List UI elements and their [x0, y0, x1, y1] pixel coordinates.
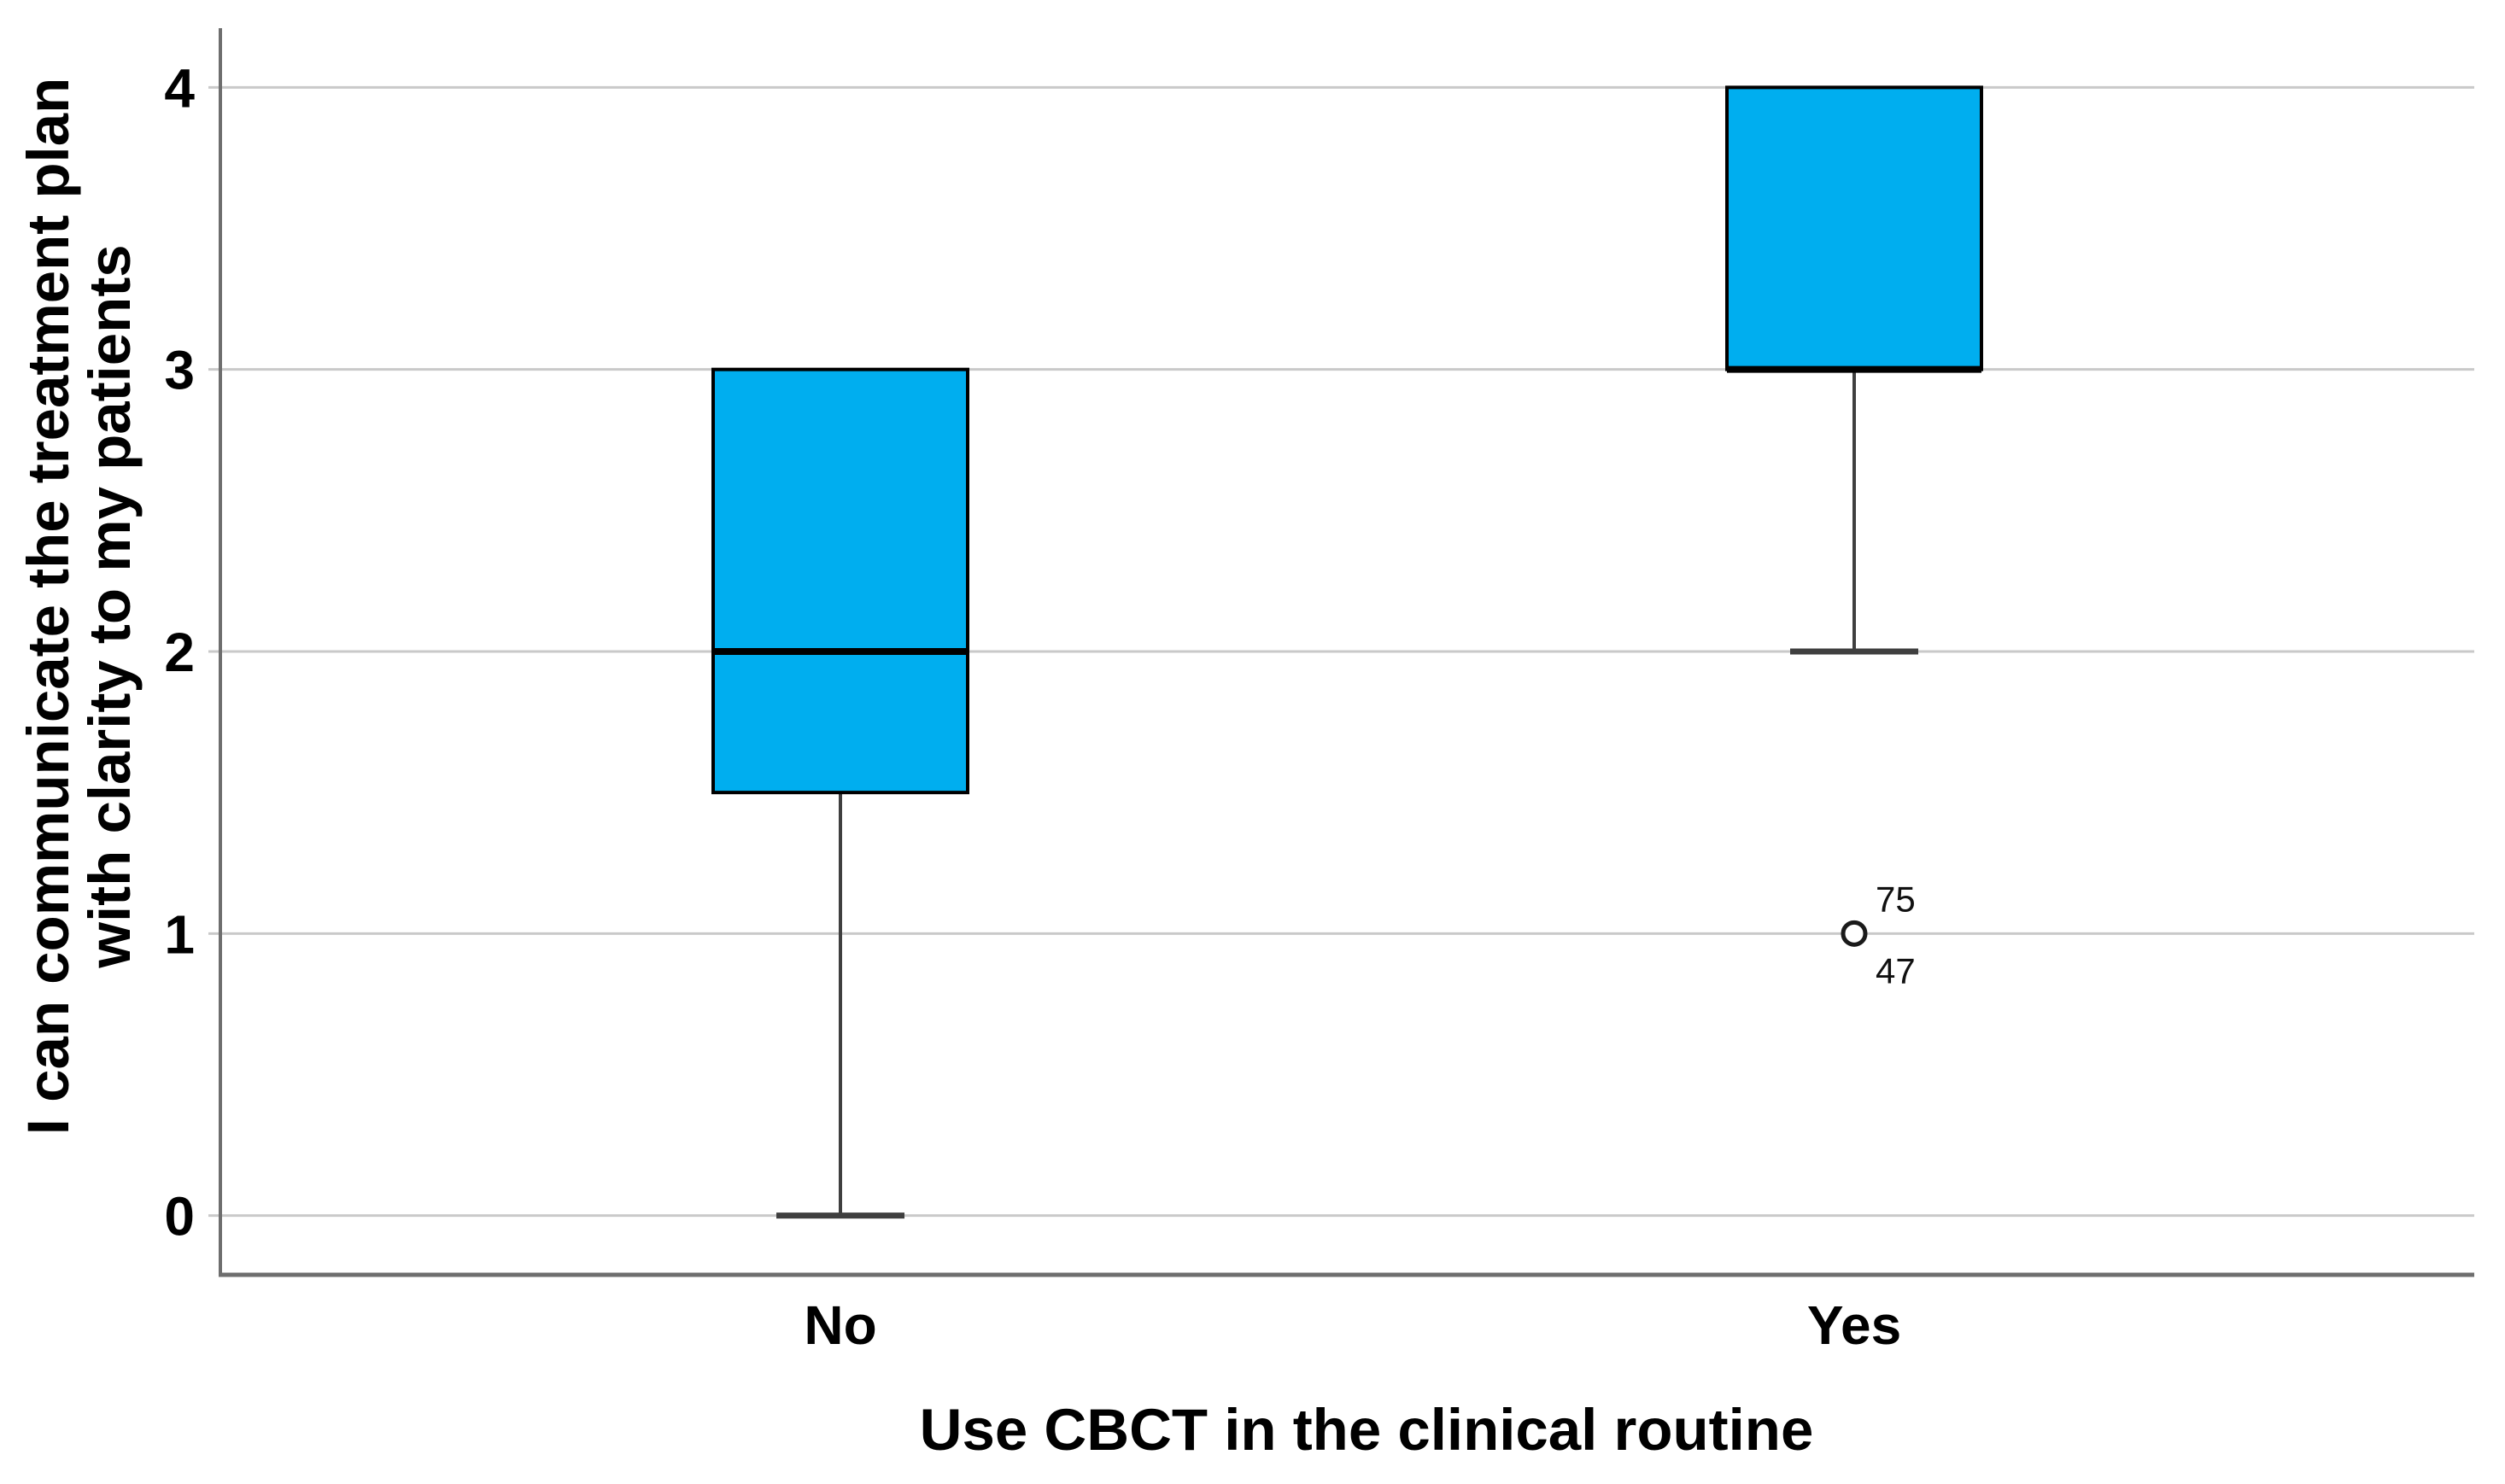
labels-layer: Use CBCT in the clinical routine I can c…: [15, 78, 1901, 1463]
x-category-label-no: No: [804, 1294, 876, 1356]
boxplot-no: [711, 367, 969, 1219]
y-axis-title-line-1: I can communicate the treatment plan: [15, 78, 81, 1135]
iqr-box-no: [711, 367, 969, 795]
gridlines-layer: 0 1 2 3 4: [164, 57, 2474, 1247]
y-axis-title-line-2: with clarity to my patients: [77, 244, 143, 968]
axes-layer: [219, 28, 2474, 1277]
y-tick-label-2: 2: [164, 622, 195, 683]
outlier-point-yes-1: [1841, 920, 1868, 947]
boxplot-yes: 75 47: [1725, 85, 1983, 990]
y-tick-label-3: 3: [164, 340, 195, 401]
y-tick-label-0: 0: [164, 1186, 195, 1247]
boxplots-layer: 75 47: [711, 85, 1983, 1219]
y-tick-label-4: 4: [164, 57, 195, 119]
iqr-box-yes: [1725, 85, 1983, 371]
x-category-label-yes: Yes: [1807, 1294, 1901, 1356]
x-axis-title: Use CBCT in the clinical routine: [920, 1397, 1814, 1463]
outlier-case-label-above-yes: 75: [1876, 879, 1916, 919]
outlier-case-label-below-yes: 47: [1876, 950, 1916, 990]
y-tick-label-1: 1: [164, 903, 195, 965]
